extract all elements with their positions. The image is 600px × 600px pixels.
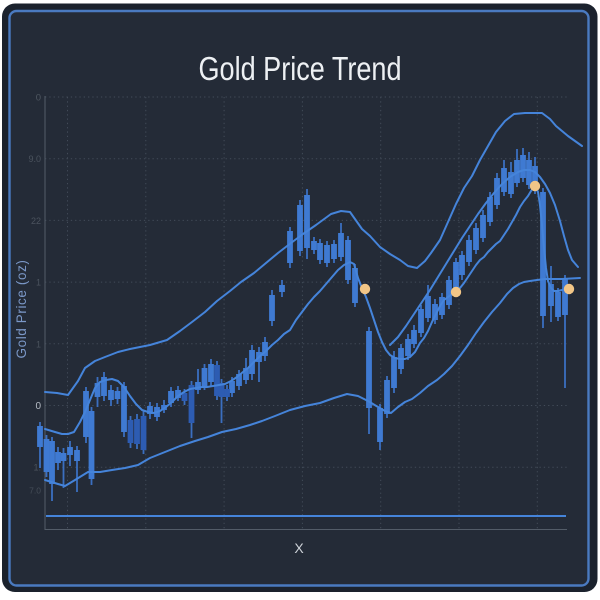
svg-text:9.0: 9.0 bbox=[28, 154, 41, 164]
svg-text:1.: 1. bbox=[33, 463, 41, 473]
svg-text:X: X bbox=[294, 540, 304, 556]
svg-text:1: 1 bbox=[36, 339, 41, 349]
svg-text:Gold Price Trend: Gold Price Trend bbox=[199, 50, 402, 87]
svg-text:22: 22 bbox=[31, 216, 41, 226]
svg-text:7.0: 7.0 bbox=[29, 486, 41, 496]
svg-text:0: 0 bbox=[35, 401, 41, 412]
svg-text:1: 1 bbox=[36, 278, 41, 288]
svg-text:0: 0 bbox=[36, 93, 41, 104]
svg-text:Gold Price (oz): Gold Price (oz) bbox=[14, 259, 29, 358]
